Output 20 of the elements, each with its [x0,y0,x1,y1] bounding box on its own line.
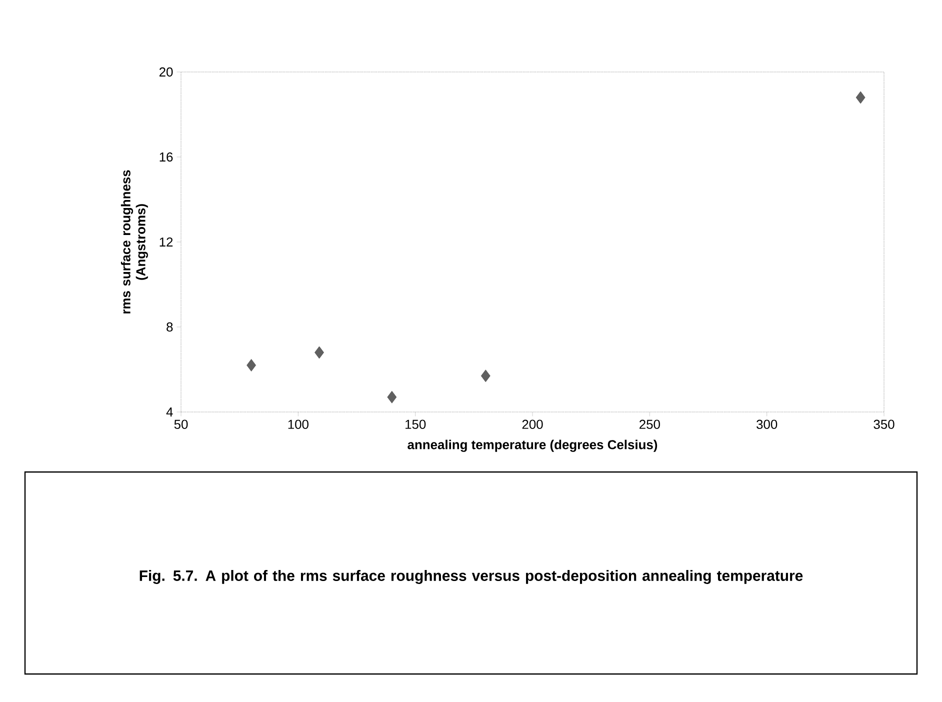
y-tick-label: 8 [166,322,173,332]
x-tick-label: 250 [640,420,660,429]
point [314,346,324,359]
y-tick-label: 20 [159,67,173,77]
y-tick-label: 16 [160,152,173,162]
point [480,370,490,382]
point [387,390,397,404]
y-axis-title: rms surface roughness (Angstroms) [120,170,148,314]
x-tick-label: 50 [174,420,188,429]
y-tick-label: 4 [166,408,173,416]
point [246,359,256,372]
x-tick-label: 150 [406,420,426,429]
caption: Fig. 5.7. A plot of the rms surface roughness versus post-deposition annealing temperature [140,570,803,584]
x-tick-label: 350 [874,420,894,429]
x-tick-label: 300 [756,420,778,429]
y-tick-label: 12 [160,237,173,247]
point [856,91,866,104]
x-tick-label: 100 [288,420,308,429]
x-tick-label: 200 [522,420,543,429]
x-axis-title: annealing temperature (degrees Celsius) [408,440,658,452]
